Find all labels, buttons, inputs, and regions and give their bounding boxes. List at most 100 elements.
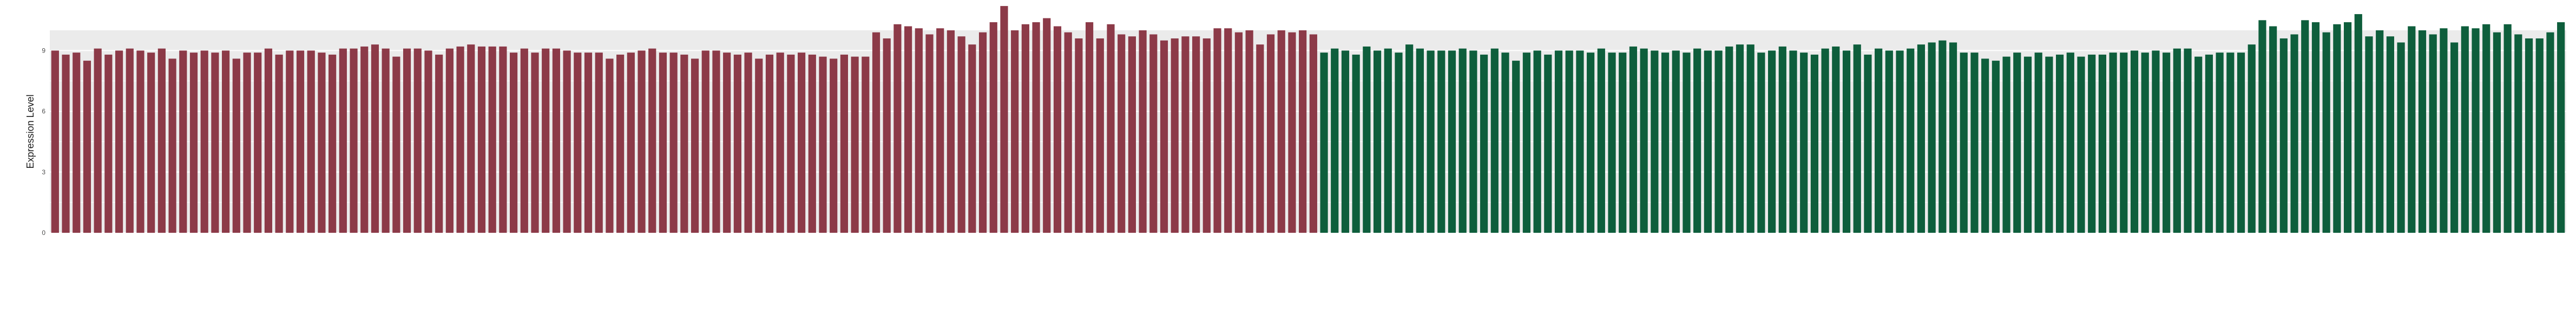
- bar: [126, 48, 134, 233]
- bar: [104, 54, 113, 233]
- bar: [318, 53, 326, 233]
- bar: [2514, 34, 2522, 233]
- bar: [392, 56, 400, 233]
- bar: [616, 54, 625, 233]
- bar: [2141, 53, 2149, 233]
- bar: [648, 48, 656, 233]
- bar: [1565, 50, 1573, 233]
- bar: [584, 53, 593, 233]
- bar: [1949, 42, 1957, 233]
- bar: [2472, 28, 2480, 233]
- bar: [1373, 50, 1382, 233]
- bar: [1469, 50, 1477, 233]
- bar: [2163, 53, 2171, 233]
- bar: [1181, 36, 1190, 233]
- bar: [2440, 28, 2448, 233]
- bar: [307, 50, 315, 233]
- bar: [776, 53, 784, 233]
- bar: [1118, 34, 1126, 233]
- bar: [2034, 53, 2042, 233]
- bar: [1725, 46, 1733, 233]
- bar: [1299, 30, 1307, 233]
- bar: [510, 53, 518, 233]
- bar: [1160, 40, 1168, 233]
- bar: [893, 24, 902, 233]
- bar: [2418, 30, 2427, 233]
- bar: [883, 38, 891, 233]
- bar: [189, 53, 198, 233]
- bar: [1885, 50, 1893, 233]
- bar: [168, 58, 176, 233]
- bar: [1512, 61, 1520, 233]
- bar: [403, 48, 411, 233]
- bar: [2333, 24, 2341, 233]
- bar: [1704, 50, 1712, 233]
- bar: [520, 48, 528, 233]
- y-tick-label: 3: [42, 168, 45, 176]
- bar: [1490, 48, 1499, 233]
- bar: [2120, 53, 2128, 233]
- bar: [1320, 53, 1328, 233]
- bar: [936, 28, 944, 233]
- bar: [765, 54, 774, 233]
- bar: [456, 46, 464, 233]
- bar: [862, 56, 870, 233]
- bar: [1245, 30, 1253, 233]
- bar: [1746, 44, 1754, 233]
- bar: [211, 53, 219, 233]
- bar: [1907, 48, 1915, 233]
- bar: [1928, 42, 1936, 233]
- bar: [659, 53, 667, 233]
- bar: [2013, 53, 2021, 233]
- bar: [1011, 30, 1019, 233]
- bar: [157, 48, 166, 233]
- bar: [371, 44, 379, 233]
- bar: [1810, 54, 1819, 233]
- bar: [1544, 54, 1552, 233]
- bar: [2525, 38, 2533, 233]
- bar: [1437, 50, 1445, 233]
- bar: [947, 30, 955, 233]
- bar: [2077, 56, 2085, 233]
- bar: [286, 50, 294, 233]
- bar: [1053, 26, 1062, 233]
- bar: [978, 32, 987, 233]
- bar: [2002, 56, 2010, 233]
- bar: [840, 54, 848, 233]
- bar: [830, 58, 838, 233]
- bar: [808, 54, 816, 233]
- bar: [1085, 22, 1094, 233]
- bar: [1960, 53, 1968, 233]
- bar: [2279, 38, 2288, 233]
- bar: [73, 53, 81, 233]
- bar: [542, 48, 550, 233]
- bar: [1277, 30, 1285, 233]
- bar: [1064, 32, 1072, 233]
- bar: [1032, 22, 1040, 233]
- bar: [2290, 34, 2298, 233]
- bar: [254, 53, 262, 233]
- bar: [1149, 34, 1158, 233]
- bar: [2109, 53, 2117, 233]
- bar: [1651, 50, 1659, 233]
- bar: [2130, 50, 2139, 233]
- bar: [2226, 53, 2235, 233]
- bar: [680, 54, 688, 233]
- bar: [2237, 53, 2245, 233]
- bar: [413, 48, 422, 233]
- bar: [669, 53, 678, 233]
- bar: [488, 46, 496, 233]
- bar: [2311, 22, 2320, 233]
- bar: [328, 54, 337, 233]
- bar: [798, 53, 806, 233]
- bar: [1629, 46, 1638, 233]
- bar: [1672, 50, 1680, 233]
- bar: [2429, 34, 2437, 233]
- bar: [1224, 28, 1232, 233]
- bar: [2376, 30, 2384, 233]
- bar: [1640, 48, 1648, 233]
- bar: [2535, 38, 2544, 233]
- bar: [1139, 30, 1147, 233]
- bar: [1096, 38, 1104, 233]
